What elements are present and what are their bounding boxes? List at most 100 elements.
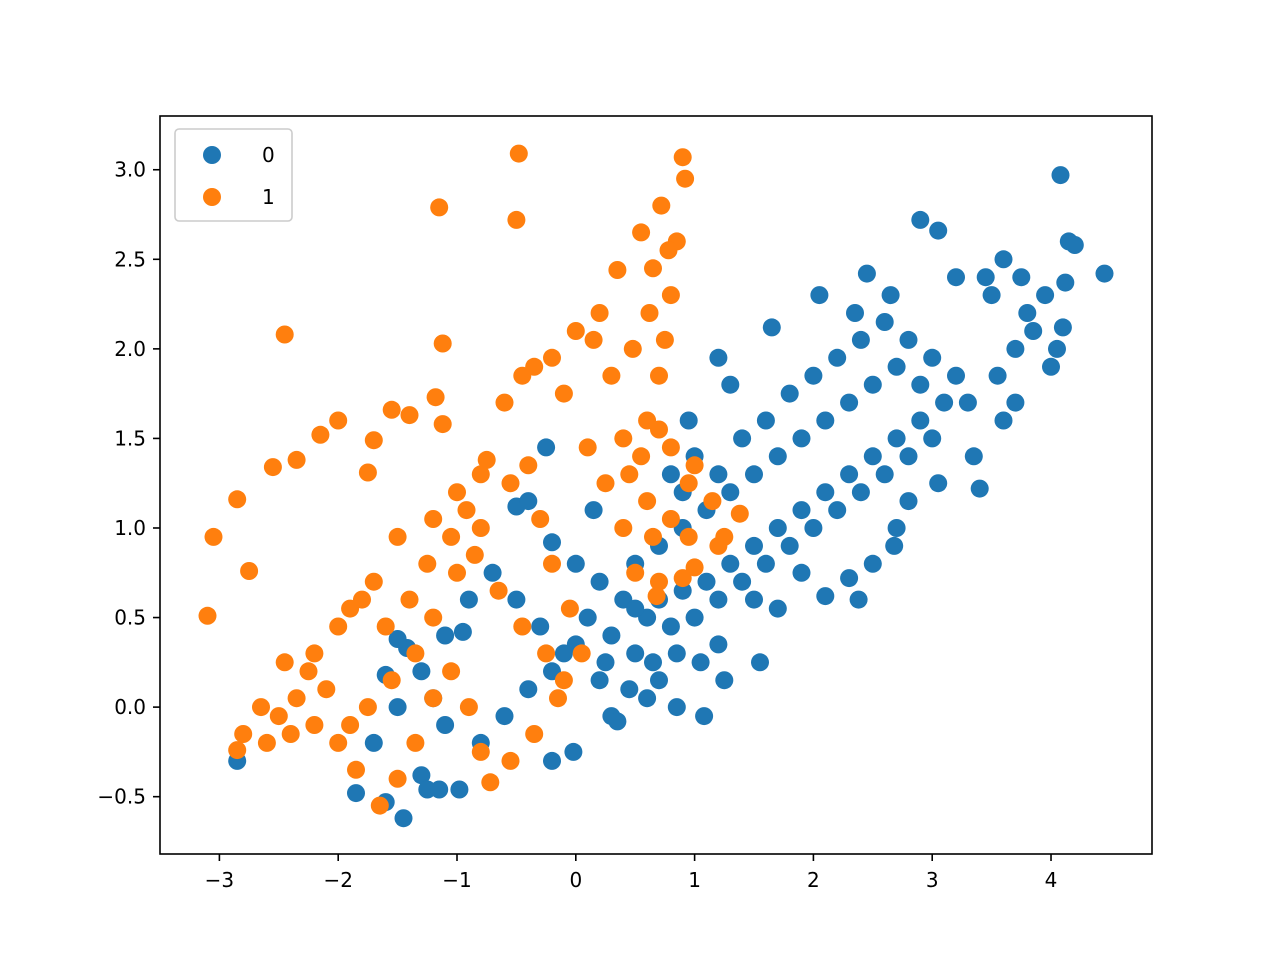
scatter-point-series-0: [887, 519, 906, 537]
scatter-point-series-0: [564, 742, 583, 761]
scatter-point-series-0: [923, 429, 942, 448]
scatter-point-series-1: [448, 563, 466, 582]
scatter-point-series-0: [994, 411, 1013, 430]
scatter-point-series-1: [459, 698, 478, 717]
scatter-point-series-0: [994, 250, 1013, 269]
scatter-point-series-0: [364, 733, 383, 752]
scatter-point-series-1: [287, 450, 306, 469]
scatter-point-series-1: [382, 400, 401, 419]
scatter-point-series-1: [679, 474, 698, 493]
scatter-point-series-0: [840, 465, 859, 484]
scatter-point-series-1: [519, 456, 538, 475]
scatter-point-series-1: [620, 465, 639, 484]
scatter-point-series-0: [667, 698, 686, 717]
scatter-point-series-0: [863, 447, 882, 466]
scatter-point-series-1: [400, 406, 419, 425]
scatter-point-series-1: [370, 796, 389, 815]
x-tick-label: 0: [569, 868, 582, 892]
y-axis: −0.5 0.0 0.5 1.0 1.5 2.0 2.5 3.0: [97, 158, 160, 809]
scatter-point-series-0: [1048, 339, 1066, 358]
scatter-point-series-0: [661, 465, 680, 484]
scatter-point-series-0: [976, 268, 995, 287]
scatter-point-series-1: [673, 148, 692, 167]
scatter-point-series-1: [406, 733, 425, 752]
scatter-point-series-0: [602, 626, 621, 645]
y-tick-label: −0.5: [97, 785, 146, 809]
scatter-point-series-0: [679, 411, 698, 430]
legend-label-0: 0: [262, 143, 275, 167]
scatter-point-series-0: [620, 680, 639, 699]
scatter-point-series-0: [519, 680, 538, 699]
scatter-point-series-1: [632, 447, 651, 466]
scatter-point-series-1: [525, 725, 544, 743]
scatter-point-series-0: [459, 590, 478, 609]
scatter-point-series-1: [457, 501, 476, 520]
scatter-point-series-1: [650, 366, 668, 385]
scatter-point-series-0: [816, 411, 835, 430]
scatter-point-series-0: [857, 264, 876, 283]
scatter-point-series-1: [376, 617, 395, 636]
scatter-point-series-0: [685, 608, 704, 627]
scatter-point-series-0: [483, 563, 502, 582]
scatter-point-series-0: [430, 780, 449, 799]
scatter-point-series-1: [477, 450, 496, 469]
scatter-point-series-0: [745, 536, 763, 555]
scatter-point-series-1: [489, 581, 508, 600]
scatter-point-series-1: [730, 504, 749, 523]
scatter-point-series-0: [881, 286, 900, 305]
scatter-point-series-0: [450, 780, 469, 799]
scatter-point-series-0: [863, 375, 882, 394]
scatter-point-series-0: [644, 653, 662, 672]
x-tick-label: 1: [688, 868, 701, 892]
scatter-point-series-1: [406, 644, 425, 663]
scatter-point-series-1: [644, 259, 662, 278]
scatter-point-series-0: [768, 519, 787, 537]
scatter-point-series-0: [768, 447, 787, 466]
scatter-point-series-1: [228, 490, 247, 509]
scatter-point-series-0: [453, 622, 472, 641]
scatter-point-series-0: [709, 465, 728, 484]
scatter-point-series-0: [780, 384, 799, 403]
scatter-point-series-0: [840, 393, 859, 412]
scatter-point-series-0: [851, 330, 870, 349]
scatter-point-series-0: [608, 712, 627, 731]
scatter-point-series-1: [287, 689, 306, 708]
scatter-point-series-0: [929, 221, 948, 240]
y-tick-label: 2.5: [114, 247, 146, 271]
x-tick-label: 4: [1045, 868, 1058, 892]
scatter-point-series-1: [299, 662, 318, 681]
scatter-point-series-0: [762, 318, 781, 337]
scatter-point-series-0: [929, 474, 948, 493]
scatter-point-series-1: [614, 519, 633, 537]
scatter-point-series-0: [745, 465, 763, 484]
scatter-point-series-1: [311, 425, 330, 444]
scatter-point-series-1: [673, 569, 692, 588]
scatter-point-series-0: [578, 608, 597, 627]
scatter-point-series-1: [275, 653, 294, 672]
scatter-point-series-1: [525, 357, 544, 376]
scatter-point-series-1: [661, 510, 680, 528]
scatter-point-series-1: [329, 733, 348, 752]
scatter-point-series-1: [442, 527, 461, 546]
scatter-point-series-0: [691, 653, 710, 672]
scatter-point-series-0: [1018, 304, 1037, 322]
scatter-point-series-1: [448, 483, 466, 502]
scatter-point-series-0: [816, 587, 835, 606]
y-tick-label: 2.0: [114, 337, 146, 361]
scatter-point-series-1: [471, 465, 490, 484]
scatter-point-series-1: [364, 572, 383, 591]
x-tick-label: 2: [807, 868, 820, 892]
scatter-point-series-0: [899, 330, 918, 349]
scatter-point-series-0: [1042, 357, 1060, 376]
scatter-point-series-0: [709, 590, 728, 609]
scatter-point-series-1: [198, 606, 217, 625]
scatter-point-series-0: [863, 554, 882, 573]
scatter-point-series-1: [204, 527, 223, 546]
scatter-point-series-1: [709, 536, 728, 555]
scatter-point-series-1: [471, 742, 490, 761]
scatter-point-series-1: [543, 554, 561, 573]
scatter-point-series-1: [433, 415, 452, 434]
scatter-point-series-0: [899, 447, 918, 466]
scatter-point-series-1: [655, 330, 674, 349]
scatter-point-series-1: [584, 330, 603, 349]
